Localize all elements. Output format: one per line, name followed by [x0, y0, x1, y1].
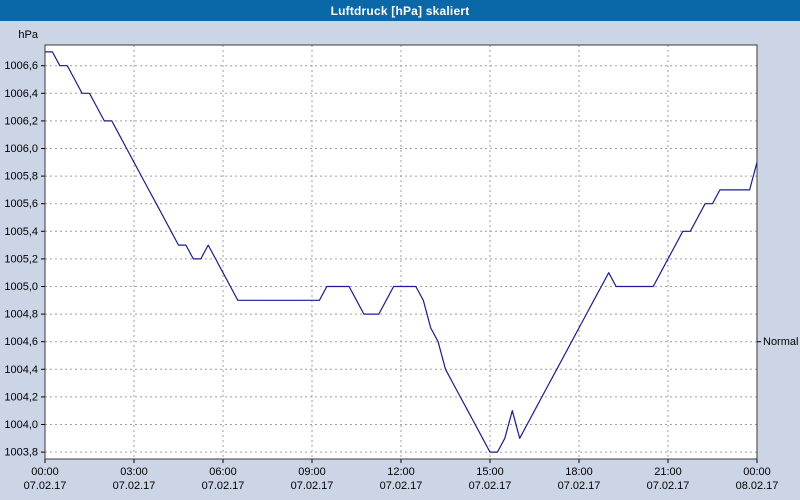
x-tick-time-label: 00:00: [31, 466, 59, 478]
window-title-text: Luftdruck [hPa] skaliert: [330, 3, 470, 18]
y-tick-label: 1004,0: [4, 419, 38, 431]
x-tick-date-label: 07.02.17: [202, 480, 245, 492]
y-tick-label: 1006,0: [4, 143, 38, 155]
x-tick-time-label: 06:00: [209, 466, 237, 478]
y-tick-label: 1004,2: [4, 391, 38, 403]
y-tick-label: 1005,6: [4, 198, 38, 210]
y-axis-unit-label: hPa: [18, 29, 38, 41]
y-tick-label: 1004,6: [4, 336, 38, 348]
x-tick-date-label: 08.02.17: [736, 480, 779, 492]
y-tick-label: 1003,8: [4, 447, 38, 459]
x-tick-date-label: 07.02.17: [380, 480, 423, 492]
y-tick-label: 1006,2: [4, 115, 38, 127]
x-tick-date-label: 07.02.17: [291, 480, 334, 492]
x-tick-time-label: 21:00: [654, 466, 682, 478]
x-tick-time-label: 09:00: [298, 466, 326, 478]
normal-marker-label: Normal: [763, 336, 798, 348]
y-tick-label: 1005,0: [4, 281, 38, 293]
y-tick-label: 1004,8: [4, 309, 38, 321]
x-tick-time-label: 00:00: [743, 466, 771, 478]
x-tick-date-label: 07.02.17: [469, 480, 512, 492]
pressure-line-series: [45, 51, 758, 453]
x-tick-time-label: 15:00: [476, 466, 504, 478]
y-tick-label: 1005,4: [4, 226, 38, 238]
y-tick-label: 1005,2: [4, 253, 38, 265]
x-tick-time-label: 18:00: [565, 466, 593, 478]
y-tick-label: 1004,4: [4, 364, 38, 376]
x-tick-time-label: 12:00: [387, 466, 415, 478]
window-titlebar[interactable]: Luftdruck [hPa] skaliert: [0, 0, 800, 21]
plot-border: [44, 44, 758, 460]
x-tick-time-label: 03:00: [120, 466, 148, 478]
x-tick-date-label: 07.02.17: [558, 480, 601, 492]
y-tick-label: 1006,6: [4, 60, 38, 72]
x-tick-date-label: 07.02.17: [113, 480, 156, 492]
y-tick-label: 1006,4: [4, 88, 38, 100]
x-tick-date-label: 07.02.17: [24, 480, 67, 492]
y-tick-label: 1005,8: [4, 171, 38, 183]
x-tick-date-label: 07.02.17: [647, 480, 690, 492]
pressure-chart-canvas: 1006,6 1006,4 1006,2 1006,0 1005,8 1005,6 1005…: [4, 29, 798, 492]
